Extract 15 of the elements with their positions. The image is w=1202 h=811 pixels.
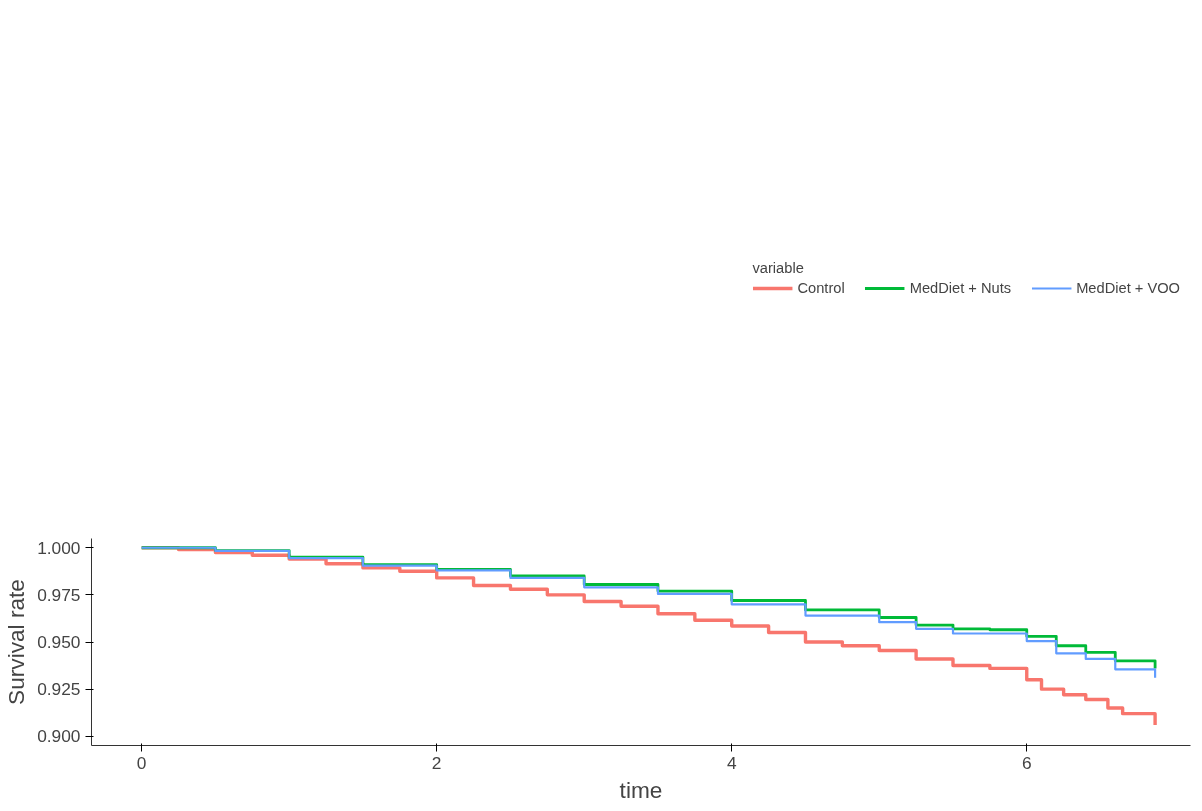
x-axis-title: time <box>619 776 663 803</box>
y-tick-label: 0.975 <box>37 584 81 605</box>
legend-title: variable <box>752 260 805 276</box>
y-axis-title: Survival rate <box>3 579 30 705</box>
x-tick-label: 0 <box>136 752 147 773</box>
x-tick-label: 6 <box>1021 752 1032 773</box>
x-tick-label: 4 <box>726 752 737 773</box>
legend-label: Control <box>797 280 845 296</box>
y-tick-label: 0.900 <box>37 726 81 747</box>
legend-label: MedDiet + VOO <box>1076 280 1180 296</box>
y-tick-label: 0.925 <box>37 679 81 700</box>
x-tick-label: 2 <box>431 752 442 773</box>
y-tick-label: 1.000 <box>37 537 81 558</box>
legend-label: MedDiet + Nuts <box>909 280 1012 296</box>
y-tick-label: 0.950 <box>37 632 81 652</box>
